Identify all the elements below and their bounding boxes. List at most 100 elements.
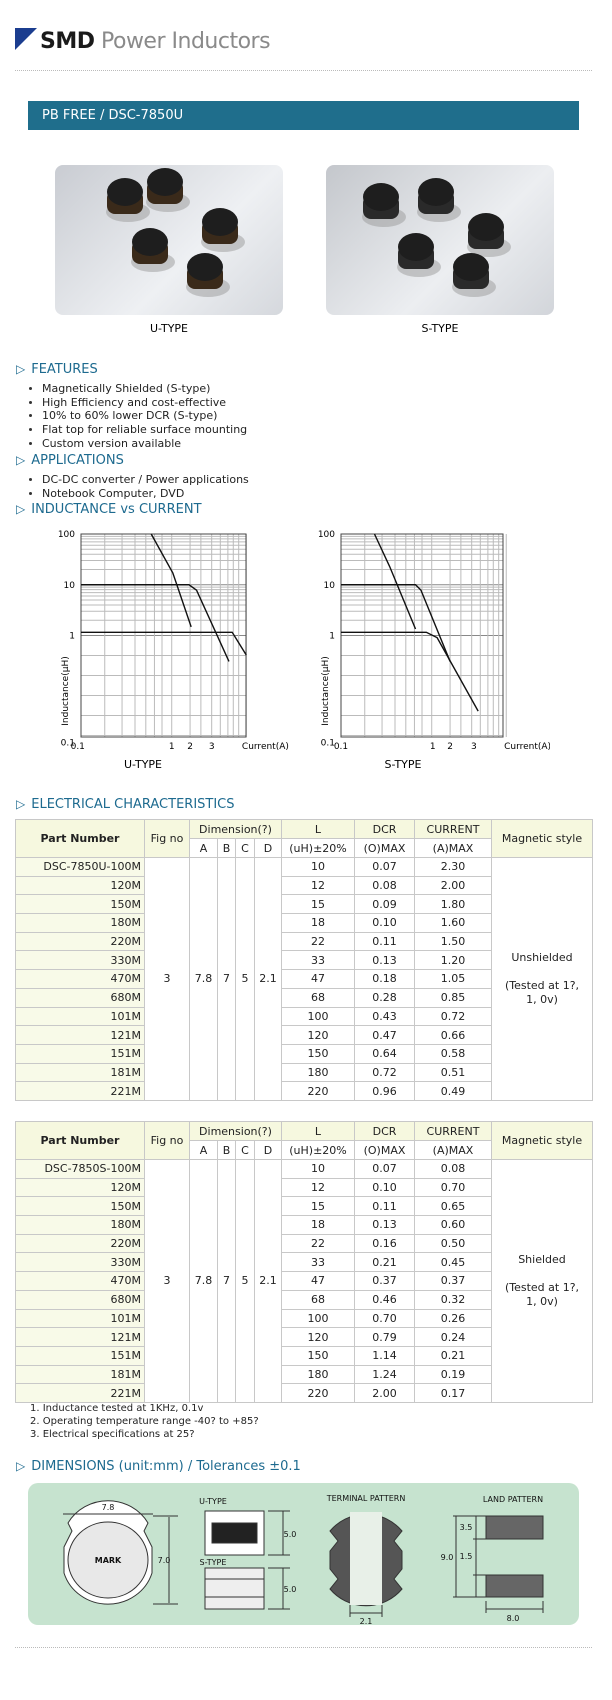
fig-cell: 3 (144, 857, 190, 1101)
value-cell: 150 (281, 1345, 355, 1366)
part-cell: 220M (15, 931, 145, 952)
part-cell: 181M (15, 1062, 145, 1083)
curve (341, 631, 479, 712)
header-cell: Part Number (15, 819, 145, 858)
value-cell: 0.19 (414, 1364, 492, 1385)
header-cell: C (235, 1140, 255, 1160)
value-cell: 220 (281, 1081, 355, 1101)
data-row: 221M 220 2.00 0.17 (15, 1383, 593, 1403)
part-cell: 120M (15, 1177, 145, 1198)
note: 1. Inductance tested at 1KHz, 0.1v (30, 1403, 204, 1414)
style-cell: Unshielded (Tested at 1?, 1, 0v) (491, 857, 593, 1101)
part-cell: 151M (15, 1345, 145, 1366)
part-cell: 101M (15, 1006, 145, 1027)
list-item: Magnetically Shielded (S-type) (0, 382, 247, 396)
dim-cell: 7.8 (189, 1159, 218, 1403)
dimension-labels: 7.8 7.0 MARK U-TYPE 5.0 S-TYPE 5.0 TERMI… (95, 1494, 543, 1625)
inductor-top (363, 183, 399, 211)
dim-label: 5.0 (284, 1585, 297, 1594)
value-cell: 0.43 (354, 1006, 415, 1027)
photo-s-type (326, 165, 554, 315)
value-cell: 0.17 (414, 1383, 492, 1403)
value-cell: 0.11 (354, 931, 415, 952)
value-cell: 12 (281, 1177, 355, 1198)
data-row: 330M 33 0.13 1.20 (15, 950, 593, 971)
graph: 100 10 1 0.10.1 1 2 3 Current(A) Inductance(μH) S… (318, 530, 550, 771)
value-cell: 120 (281, 1025, 355, 1045)
header-cell: B (217, 1140, 236, 1160)
list-item: DC-DC converter / Power applications (0, 473, 249, 487)
value-cell: 10 (281, 1159, 355, 1179)
heading-text: ELECTRICAL CHARACTERISTICS (31, 797, 235, 812)
inductor-top (398, 233, 434, 261)
data-row: 151M 150 1.14 0.21 (15, 1345, 593, 1366)
value-cell: 0.21 (414, 1345, 492, 1366)
page-title: SMD Power Inductors (40, 29, 271, 54)
value-cell: 0.28 (354, 987, 415, 1008)
value-cell: 180 (281, 1364, 355, 1385)
value-cell: 0.66 (414, 1025, 492, 1045)
value-cell: 0.45 (414, 1252, 492, 1273)
fig-cell: 3 (144, 1159, 190, 1403)
dim-label: 8.0 (507, 1614, 520, 1623)
part-cell: 180M (15, 1215, 145, 1235)
header-cell: A (189, 838, 218, 858)
data-row: DSC-7850U-100M 3 7.8 7 5 2.1 10 0.07 2.30 Unshiel… (15, 857, 593, 1101)
value-cell: 15 (281, 1196, 355, 1217)
heading-text: INDUCTANCE vs CURRENT (31, 502, 202, 517)
value-cell: 0.37 (414, 1271, 492, 1291)
photo-u-type (55, 165, 283, 315)
value-cell: 2.30 (414, 857, 492, 877)
value-cell: 0.07 (354, 857, 415, 877)
title-brand: SMD (40, 29, 95, 54)
value-cell: 12 (281, 875, 355, 896)
dim-label: 7.0 (158, 1556, 171, 1565)
value-cell: 0.11 (354, 1196, 415, 1217)
section-heading: ▷ FEATURES (16, 362, 98, 377)
x-tick-label: 2 (447, 742, 453, 752)
list-item: Flat top for reliable surface mounting (0, 423, 247, 437)
heading-text: FEATURES (31, 362, 98, 377)
header-cell: (uH)±20% (281, 1140, 355, 1160)
spec-table: Part Number Fig no Dimension(?) L DCR CURRENT… (15, 1121, 593, 1403)
section-heading: ▷ APPLICATIONS (16, 453, 124, 468)
value-cell: 0.51 (414, 1062, 492, 1083)
y-tick-label: 10 (64, 581, 76, 591)
curve (341, 584, 451, 662)
x-tick-label: 1 (169, 742, 175, 752)
x-axis-label: Current(A) (242, 742, 289, 752)
header-cell: (O)MAX (354, 838, 415, 858)
dim-label: 3.5 (460, 1523, 473, 1532)
value-cell: 0.37 (354, 1271, 415, 1291)
value-cell: 0.46 (354, 1289, 415, 1310)
header-row: A B C D (uH)±20% (O)MAX (A)MAX (16, 1140, 593, 1160)
header-cell: Magnetic style (491, 819, 593, 858)
inductor-top (202, 208, 238, 236)
section-heading: ▷ ELECTRICAL CHARACTERISTICS (16, 797, 235, 812)
dim-label: 2.1 (360, 1617, 373, 1625)
data-row: 101M 100 0.43 0.72 (15, 1006, 593, 1027)
header-cell: A (189, 1140, 218, 1160)
part-cell: 680M (15, 987, 145, 1008)
value-cell: 2.00 (414, 875, 492, 896)
value-cell: 0.21 (354, 1252, 415, 1273)
part-cell: 121M (15, 1025, 145, 1045)
plot-frame (80, 533, 247, 738)
dim-label: MARK (95, 1556, 122, 1565)
list-item: 10% to 60% lower DCR (S-type) (0, 409, 247, 423)
spec-table: Part Number Fig no Dimension(?) L DCR CURRENT… (15, 819, 593, 1101)
value-cell: 22 (281, 931, 355, 952)
dim-label: U-TYPE (199, 1497, 227, 1506)
value-cell: 0.65 (414, 1196, 492, 1217)
header-cell: Dimension(?) (189, 819, 282, 839)
dim-label: TERMINAL PATTERN (326, 1494, 406, 1503)
logo-mark (15, 28, 37, 50)
x-tick-label: 2 (187, 742, 193, 752)
curve (150, 533, 192, 628)
value-cell: 0.18 (354, 969, 415, 989)
part-cell: 180M (15, 913, 145, 933)
curve (373, 533, 417, 630)
data-row: 180M 18 0.10 1.60 (15, 913, 593, 933)
inductor-top (132, 228, 168, 256)
feature-list: Magnetically Shielded (S-type) High Effic… (0, 382, 247, 451)
